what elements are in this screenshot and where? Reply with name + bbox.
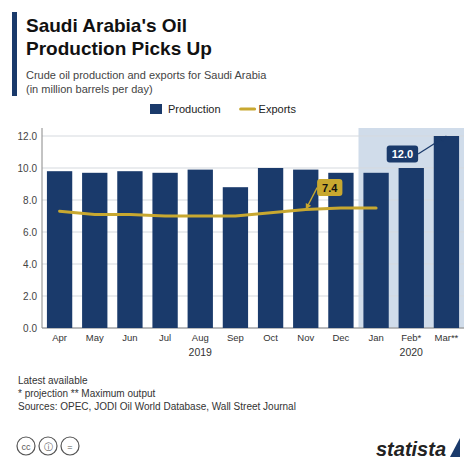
bar — [223, 187, 248, 328]
footer-note: Sources: OPEC, JODI Oil World Database, … — [18, 401, 296, 412]
legend: Production Exports — [150, 103, 296, 115]
bar — [188, 170, 213, 328]
bar — [434, 136, 459, 328]
x-tick-label: Aug — [192, 332, 209, 343]
x-tick-label: Jul — [159, 332, 171, 343]
year-label: 2020 — [400, 346, 424, 358]
x-tick-label: Apr — [52, 332, 67, 343]
y-tick-label: 12.0 — [18, 131, 38, 142]
annotation-text: 12.0 — [392, 148, 413, 160]
x-tick-label: Jun — [122, 332, 137, 343]
x-tick-label: Oct — [263, 332, 278, 343]
footer-note: * projection ** Maximum output — [18, 388, 156, 399]
legend-swatch — [150, 104, 162, 114]
y-tick-label: 10.0 — [18, 163, 38, 174]
x-tick-label: Feb* — [401, 332, 421, 343]
title: Production Picks Up — [26, 38, 212, 59]
license-icon — [39, 437, 57, 455]
bar — [117, 171, 142, 328]
x-tick-label: Jan — [368, 332, 383, 343]
y-tick-label: 2.0 — [23, 291, 37, 302]
y-tick-label: 0.0 — [23, 323, 37, 334]
license-icon — [61, 437, 79, 455]
line — [60, 208, 377, 216]
license-icon — [17, 437, 35, 455]
license-icon-text: = — [67, 442, 72, 452]
annotation: 7.4 — [306, 179, 343, 210]
annotation-arrowhead — [440, 136, 447, 142]
title-accent — [12, 12, 17, 96]
highlight-region — [359, 128, 465, 328]
chart-root: Saudi Arabia's OilProduction Picks Up Cru… — [0, 0, 474, 474]
annotation-arrow — [418, 136, 446, 154]
annotation-box — [387, 146, 418, 163]
x-tick-label: Sep — [227, 332, 244, 343]
x-tick-label: May — [86, 332, 104, 343]
subtitle: (in million barrels per day) — [26, 83, 153, 95]
brand: statista — [376, 438, 446, 460]
legend-swatch — [241, 108, 255, 111]
year-label: 2019 — [189, 346, 213, 358]
bar — [399, 168, 424, 328]
footer-note: Latest available — [18, 375, 88, 386]
grid-line — [42, 136, 464, 137]
annotation-arrow — [306, 188, 317, 210]
plot-area — [47, 136, 459, 328]
license-icon-text: ⓘ — [44, 442, 53, 452]
background — [0, 0, 474, 474]
y-tick-label: 6.0 — [23, 227, 37, 238]
annotation-arrowhead — [306, 203, 311, 210]
bar — [293, 170, 318, 328]
legend-label: Production — [168, 103, 221, 115]
x-tick-label: Dec — [332, 332, 349, 343]
annotation-box — [317, 179, 342, 196]
x-tick-label: Nov — [297, 332, 314, 343]
bar — [82, 173, 107, 328]
y-tick-label: 8.0 — [23, 195, 37, 206]
y-tick-label: 4.0 — [23, 259, 37, 270]
y-axis — [42, 128, 43, 328]
brand-logo — [450, 438, 460, 457]
x-tick-label: Mar** — [435, 332, 459, 343]
subtitle: Crude oil production and exports for Sau… — [26, 69, 267, 81]
annotation-text: 7.4 — [322, 182, 338, 194]
license-icon-text: cc — [22, 442, 32, 452]
bar — [47, 171, 72, 328]
bar — [363, 173, 388, 328]
title: Saudi Arabia's Oil — [26, 15, 187, 36]
bar — [152, 173, 177, 328]
annotation: 12.0 — [387, 136, 447, 163]
bar — [258, 168, 283, 328]
legend-label: Exports — [259, 103, 297, 115]
